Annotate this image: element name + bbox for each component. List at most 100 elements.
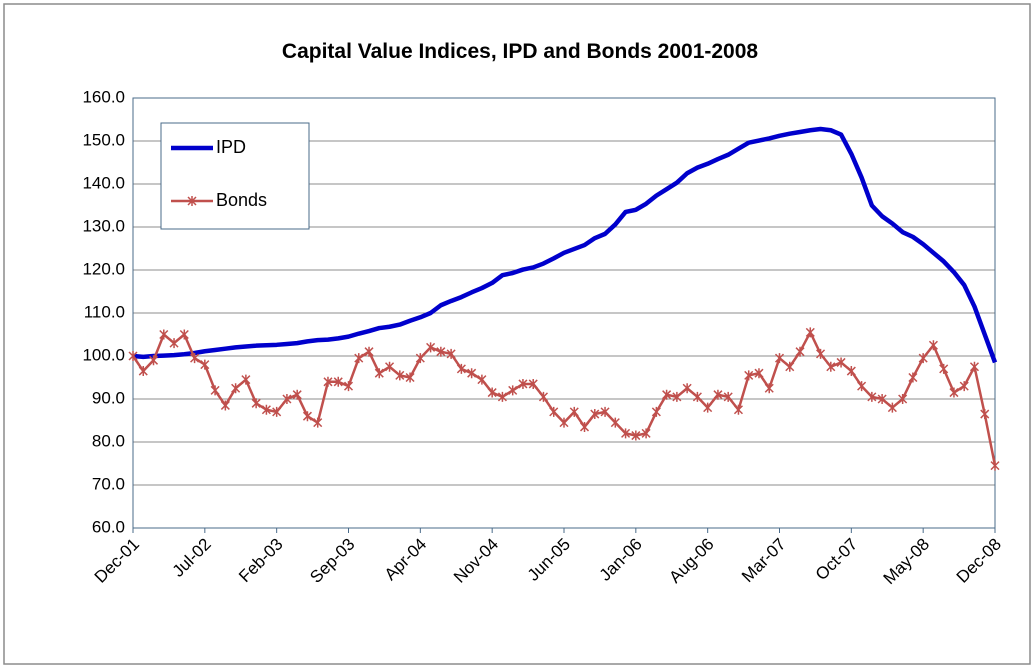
point-marker — [497, 391, 507, 402]
point-marker — [354, 353, 364, 364]
point-marker — [231, 383, 241, 394]
point-marker — [241, 374, 251, 385]
point-marker — [610, 417, 620, 428]
point-marker — [857, 381, 867, 392]
point-marker — [651, 406, 661, 417]
point-marker — [477, 374, 487, 385]
point-marker — [446, 348, 456, 359]
point-marker — [210, 385, 220, 396]
point-marker — [272, 406, 282, 417]
point-marker — [395, 370, 405, 381]
point-marker — [169, 338, 179, 349]
point-marker — [898, 394, 908, 404]
legend-marker — [187, 196, 197, 206]
point-marker — [364, 346, 374, 357]
point-marker — [723, 391, 733, 402]
point-marker — [518, 378, 528, 389]
y-tick-label: 90.0 — [92, 388, 125, 407]
point-marker — [128, 351, 138, 361]
point-marker — [323, 376, 333, 387]
legend-box — [160, 122, 310, 230]
point-marker — [733, 404, 743, 415]
point-marker — [662, 389, 672, 400]
point-marker — [343, 381, 354, 392]
point-marker — [467, 368, 477, 379]
point-marker — [569, 406, 579, 417]
point-marker — [692, 391, 702, 402]
series-1 — [128, 327, 1000, 471]
point-marker — [877, 394, 887, 404]
point-marker — [292, 389, 302, 400]
y-tick-label: 110.0 — [84, 302, 125, 321]
point-marker — [148, 355, 159, 366]
point-marker — [764, 383, 774, 394]
point-marker — [251, 398, 261, 409]
point-marker — [816, 348, 826, 359]
point-marker — [805, 327, 815, 338]
point-marker — [190, 353, 200, 364]
point-marker — [282, 394, 292, 404]
point-marker — [426, 342, 436, 353]
point-marker — [846, 366, 856, 377]
point-marker — [969, 361, 980, 372]
legend-label: Bonds — [216, 190, 267, 210]
series-line — [132, 126, 998, 364]
point-marker — [980, 409, 990, 420]
point-marker — [826, 361, 836, 372]
point-marker — [703, 402, 713, 413]
point-marker — [949, 387, 959, 398]
point-marker — [887, 402, 897, 413]
point-marker — [682, 383, 692, 394]
point-marker — [631, 430, 641, 441]
y-tick-label: 120.0 — [82, 259, 125, 278]
point-marker — [415, 353, 425, 364]
point-marker — [939, 363, 949, 374]
y-tick-label: 60.0 — [92, 517, 125, 536]
point-marker — [333, 376, 343, 387]
y-tick-label: 160.0 — [82, 87, 125, 106]
point-marker — [990, 460, 1000, 471]
point-marker — [436, 346, 446, 357]
point-marker — [754, 368, 764, 379]
y-tick-label: 80.0 — [92, 431, 125, 450]
legend-label: IPD — [216, 137, 246, 157]
point-marker — [385, 361, 395, 372]
y-tick-label: 140.0 — [82, 173, 125, 192]
point-marker — [672, 391, 682, 402]
point-marker — [590, 409, 600, 420]
point-marker — [641, 428, 651, 439]
point-marker — [528, 378, 538, 389]
point-marker — [713, 389, 723, 400]
point-marker — [487, 387, 497, 398]
series-0 — [132, 126, 998, 364]
point-marker — [220, 400, 230, 411]
point-marker — [579, 421, 590, 432]
point-marker — [508, 385, 518, 396]
point-marker — [159, 329, 169, 340]
point-marker — [405, 372, 415, 383]
point-marker — [918, 353, 928, 364]
y-tick-label: 150.0 — [82, 130, 125, 149]
point-marker — [374, 368, 384, 379]
point-marker — [867, 391, 877, 402]
point-marker — [138, 366, 148, 377]
point-marker — [785, 361, 795, 372]
point-marker — [928, 340, 938, 351]
point-marker — [261, 404, 271, 415]
point-marker — [908, 372, 918, 383]
point-marker — [959, 381, 969, 392]
point-marker — [744, 370, 754, 381]
point-marker — [600, 406, 610, 417]
point-marker — [313, 417, 323, 428]
point-marker — [795, 346, 805, 357]
chart-frame — [3, 3, 1031, 665]
y-tick-label: 100.0 — [82, 345, 125, 364]
point-marker — [179, 329, 189, 340]
point-marker — [836, 357, 846, 368]
chart-title: Capital Value Indices, IPD and Bonds 200… — [282, 40, 759, 63]
point-marker — [559, 417, 569, 428]
point-marker — [621, 428, 631, 439]
y-tick-label: 130.0 — [82, 216, 125, 235]
point-marker — [538, 391, 549, 402]
